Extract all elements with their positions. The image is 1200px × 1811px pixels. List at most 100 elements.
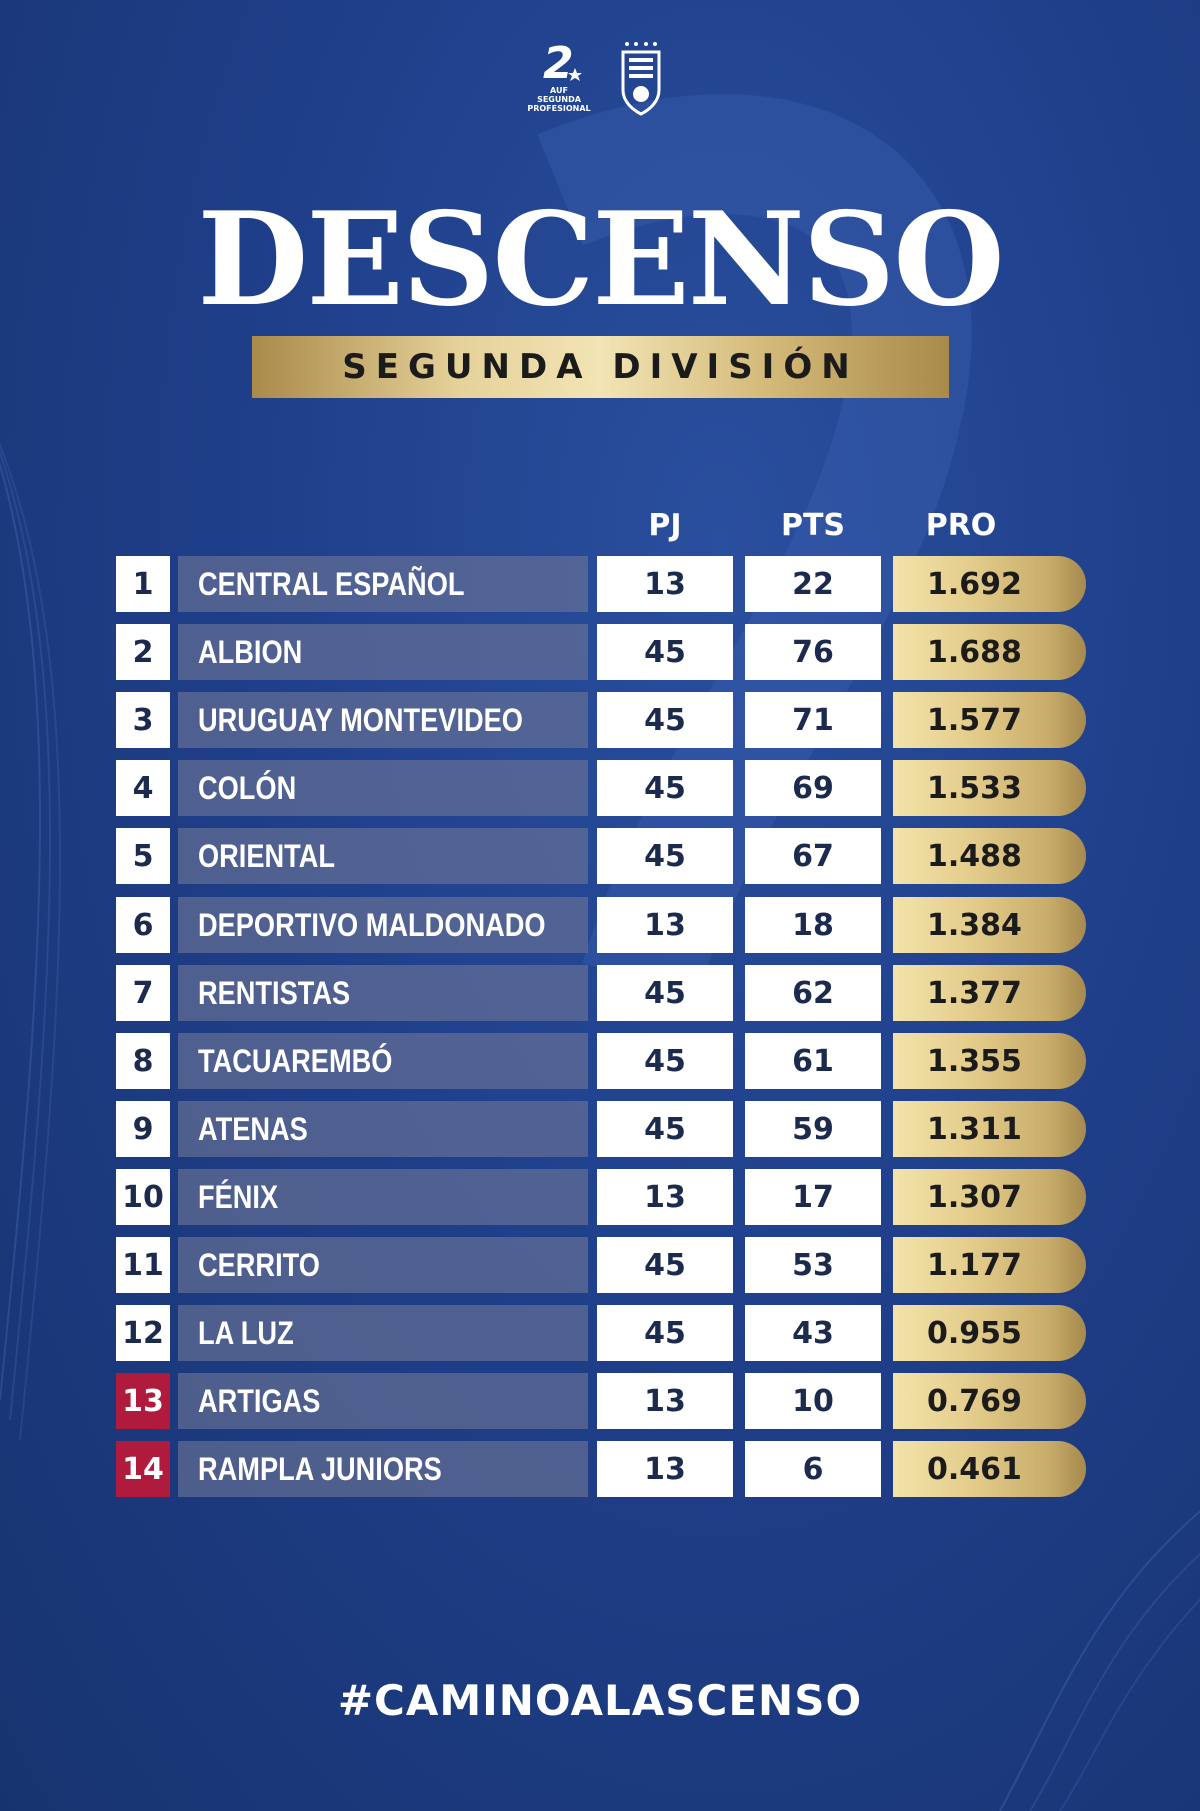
team-cell: RAMPLA JUNIORS	[178, 1441, 588, 1497]
team-name: RENTISTAS	[198, 975, 351, 1011]
table-row: 6 DEPORTIVO MALDONADO 13 18 1.384	[116, 897, 1086, 953]
column-header-pts: PTS	[780, 508, 846, 543]
position-cell: 12	[116, 1305, 170, 1361]
table-row: 5 ORIENTAL 45 67 1.488	[116, 828, 1086, 884]
pts-cell: 17	[745, 1169, 881, 1225]
position-cell: 6	[116, 897, 170, 953]
pro-cell: 1.355	[893, 1033, 1086, 1089]
column-headers: PJ PTS PRO	[0, 508, 1200, 552]
segunda-division-logo-icon: 2	[543, 38, 582, 86]
column-header-pro: PRO	[925, 508, 997, 543]
team-cell: CENTRAL ESPAÑOL	[178, 556, 588, 612]
pro-cell: 0.461	[893, 1441, 1086, 1497]
page-title: DESCENSO	[197, 185, 1004, 335]
position-cell: 1	[116, 556, 170, 612]
pts-cell: 61	[745, 1033, 881, 1089]
team-name: TACUAREMBÓ	[198, 1043, 393, 1079]
team-name: URUGUAY MONTEVIDEO	[198, 702, 523, 738]
team-cell: ORIENTAL	[178, 828, 588, 884]
pj-cell: 45	[597, 1305, 733, 1361]
team-cell: FÉNIX	[178, 1169, 588, 1225]
team-cell: COLÓN	[178, 760, 588, 816]
logos: 2 AUF SEGUNDA PROFESIONAL	[0, 38, 1200, 120]
pts-cell: 67	[745, 828, 881, 884]
pj-cell: 13	[597, 1441, 733, 1497]
position-cell: 4	[116, 760, 170, 816]
position-cell: 8	[116, 1033, 170, 1089]
team-cell: ATENAS	[178, 1101, 588, 1157]
pj-cell: 45	[597, 692, 733, 748]
pj-cell: 13	[597, 556, 733, 612]
table-row: 3 URUGUAY MONTEVIDEO 45 71 1.577	[116, 692, 1086, 748]
pro-cell: 1.177	[893, 1237, 1086, 1293]
pj-cell: 45	[597, 828, 733, 884]
pts-cell: 53	[745, 1237, 881, 1293]
pj-cell: 45	[597, 1237, 733, 1293]
pro-cell: 1.384	[893, 897, 1086, 953]
pj-cell: 45	[597, 1033, 733, 1089]
position-cell: 7	[116, 965, 170, 1021]
pts-cell: 71	[745, 692, 881, 748]
pro-cell: 0.769	[893, 1373, 1086, 1429]
team-name: ARTIGAS	[198, 1383, 321, 1419]
pro-cell: 1.688	[893, 624, 1086, 680]
table-row: 10 FÉNIX 13 17 1.307	[116, 1169, 1086, 1225]
hashtag: #CAMINOALASCENSO	[337, 1676, 863, 1725]
pj-cell: 13	[597, 1373, 733, 1429]
pro-cell: 1.377	[893, 965, 1086, 1021]
team-cell: DEPORTIVO MALDONADO	[178, 897, 588, 953]
pts-cell: 10	[745, 1373, 881, 1429]
table-row: 1 CENTRAL ESPAÑOL 13 22 1.692	[116, 556, 1086, 612]
team-name: DEPORTIVO MALDONADO	[198, 907, 546, 943]
team-cell: ALBION	[178, 624, 588, 680]
auf-crest	[613, 38, 669, 120]
pts-cell: 18	[745, 897, 881, 953]
pro-cell: 1.692	[893, 556, 1086, 612]
position-cell: 14	[116, 1441, 170, 1497]
table-row: 12 LA LUZ 45 43 0.955	[116, 1305, 1086, 1361]
team-cell: LA LUZ	[178, 1305, 588, 1361]
pts-cell: 43	[745, 1305, 881, 1361]
pro-cell: 1.533	[893, 760, 1086, 816]
position-cell: 10	[116, 1169, 170, 1225]
pts-cell: 69	[745, 760, 881, 816]
team-cell: RENTISTAS	[178, 965, 588, 1021]
pj-cell: 45	[597, 1101, 733, 1157]
team-name: FÉNIX	[198, 1179, 279, 1215]
position-cell: 5	[116, 828, 170, 884]
team-name: CENTRAL ESPAÑOL	[198, 566, 465, 602]
pts-cell: 6	[745, 1441, 881, 1497]
segunda-division-logo: 2 AUF SEGUNDA PROFESIONAL	[527, 38, 590, 120]
pts-cell: 22	[745, 556, 881, 612]
pts-cell: 76	[745, 624, 881, 680]
table-row: 9 ATENAS 45 59 1.311	[116, 1101, 1086, 1157]
table-row: 2 ALBION 45 76 1.688	[116, 624, 1086, 680]
team-cell: CERRITO	[178, 1237, 588, 1293]
team-name: ALBION	[198, 634, 303, 670]
team-cell: ARTIGAS	[178, 1373, 588, 1429]
position-cell: 11	[116, 1237, 170, 1293]
team-cell: URUGUAY MONTEVIDEO	[178, 692, 588, 748]
pro-cell: 1.577	[893, 692, 1086, 748]
pro-cell: 0.955	[893, 1305, 1086, 1361]
pts-cell: 59	[745, 1101, 881, 1157]
table-row: 13 ARTIGAS 13 10 0.769	[116, 1373, 1086, 1429]
table-row: 14 RAMPLA JUNIORS 13 6 0.461	[116, 1441, 1086, 1497]
pj-cell: 13	[597, 897, 733, 953]
subtitle-band: SEGUNDA DIVISIÓN	[252, 336, 949, 398]
page-subtitle: SEGUNDA DIVISIÓN	[342, 347, 859, 387]
team-name: ORIENTAL	[198, 838, 335, 874]
table-row: 7 RENTISTAS 45 62 1.377	[116, 965, 1086, 1021]
league-logo-text: AUF SEGUNDA PROFESIONAL	[527, 86, 591, 113]
pj-cell: 13	[597, 1169, 733, 1225]
team-name: ATENAS	[198, 1111, 308, 1147]
pj-cell: 45	[597, 965, 733, 1021]
pro-cell: 1.488	[893, 828, 1086, 884]
pj-cell: 45	[597, 624, 733, 680]
pts-cell: 62	[745, 965, 881, 1021]
table-row: 4 COLÓN 45 69 1.533	[116, 760, 1086, 816]
svg-text:2: 2	[543, 38, 574, 86]
table-row: 8 TACUAREMBÓ 45 61 1.355	[116, 1033, 1086, 1089]
position-cell: 2	[116, 624, 170, 680]
position-cell: 13	[116, 1373, 170, 1429]
